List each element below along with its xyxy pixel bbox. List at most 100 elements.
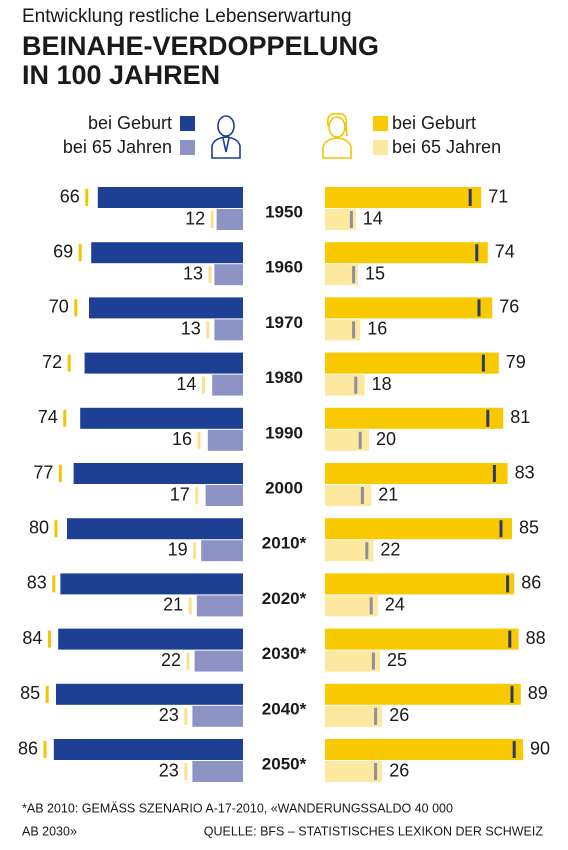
bar — [214, 264, 243, 286]
bar — [53, 739, 243, 760]
year-label: 2030* — [262, 644, 307, 663]
compare-marker — [58, 465, 62, 482]
legend-label: bei 65 Jahren — [392, 137, 501, 157]
compare-marker — [352, 321, 356, 339]
bar — [325, 485, 372, 506]
compare-marker — [188, 597, 192, 615]
value-label: 90 — [530, 738, 550, 758]
value-label: 15 — [365, 263, 385, 283]
value-label: 86 — [18, 738, 38, 758]
compare-marker — [208, 266, 212, 284]
value-label: 18 — [372, 374, 392, 394]
chart-title: BEINAHE-VERDOPPELUNG — [22, 31, 379, 61]
legend-label: bei 65 Jahren — [63, 137, 172, 157]
bar — [325, 209, 356, 230]
source: QUELLE: BFS – STATISTISCHES LEXIKON DER … — [204, 824, 544, 838]
bar — [325, 650, 380, 672]
compare-marker — [197, 431, 201, 449]
woman-icon — [322, 112, 352, 159]
compare-marker — [54, 520, 58, 538]
value-label: 70 — [49, 297, 69, 317]
value-label: 89 — [528, 683, 548, 703]
compare-marker — [374, 707, 378, 725]
man-icon — [211, 115, 241, 159]
value-label: 80 — [29, 517, 49, 537]
value-label: 20 — [376, 429, 396, 449]
value-label: 13 — [183, 263, 203, 283]
compare-marker — [193, 542, 197, 560]
bar — [201, 540, 243, 562]
bar — [325, 264, 358, 286]
legend-label: bei Geburt — [88, 113, 172, 133]
compare-marker — [67, 354, 71, 372]
compare-marker — [486, 409, 490, 427]
bar — [325, 595, 378, 617]
compare-marker — [43, 741, 47, 758]
bar — [325, 242, 488, 264]
compare-marker — [47, 630, 51, 648]
bar — [325, 705, 383, 727]
compare-marker — [206, 321, 210, 339]
value-label: 14 — [363, 208, 383, 228]
bar — [325, 739, 523, 760]
compare-marker — [358, 431, 362, 449]
compare-marker — [481, 354, 485, 372]
bar — [325, 429, 369, 451]
year-label: 1990 — [265, 423, 303, 442]
compare-marker — [510, 685, 514, 703]
value-label: 16 — [172, 429, 192, 449]
legend-label: bei Geburt — [392, 113, 476, 133]
value-label: 88 — [526, 628, 546, 648]
value-label: 76 — [499, 297, 519, 317]
compare-marker — [201, 376, 205, 394]
bar — [325, 319, 361, 341]
legend-swatch — [180, 116, 195, 131]
bar — [216, 209, 243, 230]
bar — [325, 352, 499, 374]
value-label: 17 — [170, 484, 190, 504]
bar — [73, 463, 243, 484]
compare-marker — [365, 542, 369, 560]
value-label: 69 — [53, 241, 73, 261]
chart-title: IN 100 JAHREN — [22, 60, 220, 90]
compare-marker — [349, 211, 353, 228]
value-label: 71 — [488, 186, 508, 206]
bar — [60, 573, 244, 595]
bar — [325, 297, 493, 319]
value-label: 14 — [176, 374, 196, 394]
compare-marker — [374, 763, 378, 780]
legend-swatch — [180, 140, 195, 155]
bar — [80, 407, 243, 429]
bar — [214, 319, 243, 341]
bar — [97, 187, 243, 208]
bar — [325, 463, 508, 484]
bar — [192, 761, 243, 782]
compare-marker — [52, 575, 56, 593]
value-label: 23 — [159, 705, 179, 725]
compare-marker — [360, 487, 364, 504]
bar — [325, 628, 519, 650]
value-label: 83 — [27, 573, 47, 593]
year-label: 1950 — [265, 202, 303, 221]
value-label: 85 — [519, 517, 539, 537]
bar — [89, 297, 243, 319]
compare-marker — [492, 465, 496, 482]
bar — [84, 352, 243, 374]
compare-marker — [45, 685, 49, 703]
bar — [325, 518, 512, 540]
legend-swatch — [373, 116, 388, 131]
value-label: 85 — [20, 683, 40, 703]
value-label: 16 — [367, 319, 387, 339]
compare-marker — [186, 652, 190, 670]
compare-marker — [354, 376, 358, 394]
value-label: 74 — [495, 241, 515, 261]
value-label: 24 — [385, 595, 405, 615]
value-label: 21 — [378, 484, 398, 504]
value-label: 83 — [515, 462, 535, 482]
bar — [196, 595, 243, 617]
bar — [325, 187, 482, 208]
bar — [205, 485, 243, 506]
compare-marker — [184, 707, 188, 725]
compare-marker — [512, 741, 516, 758]
value-label: 26 — [389, 705, 409, 725]
